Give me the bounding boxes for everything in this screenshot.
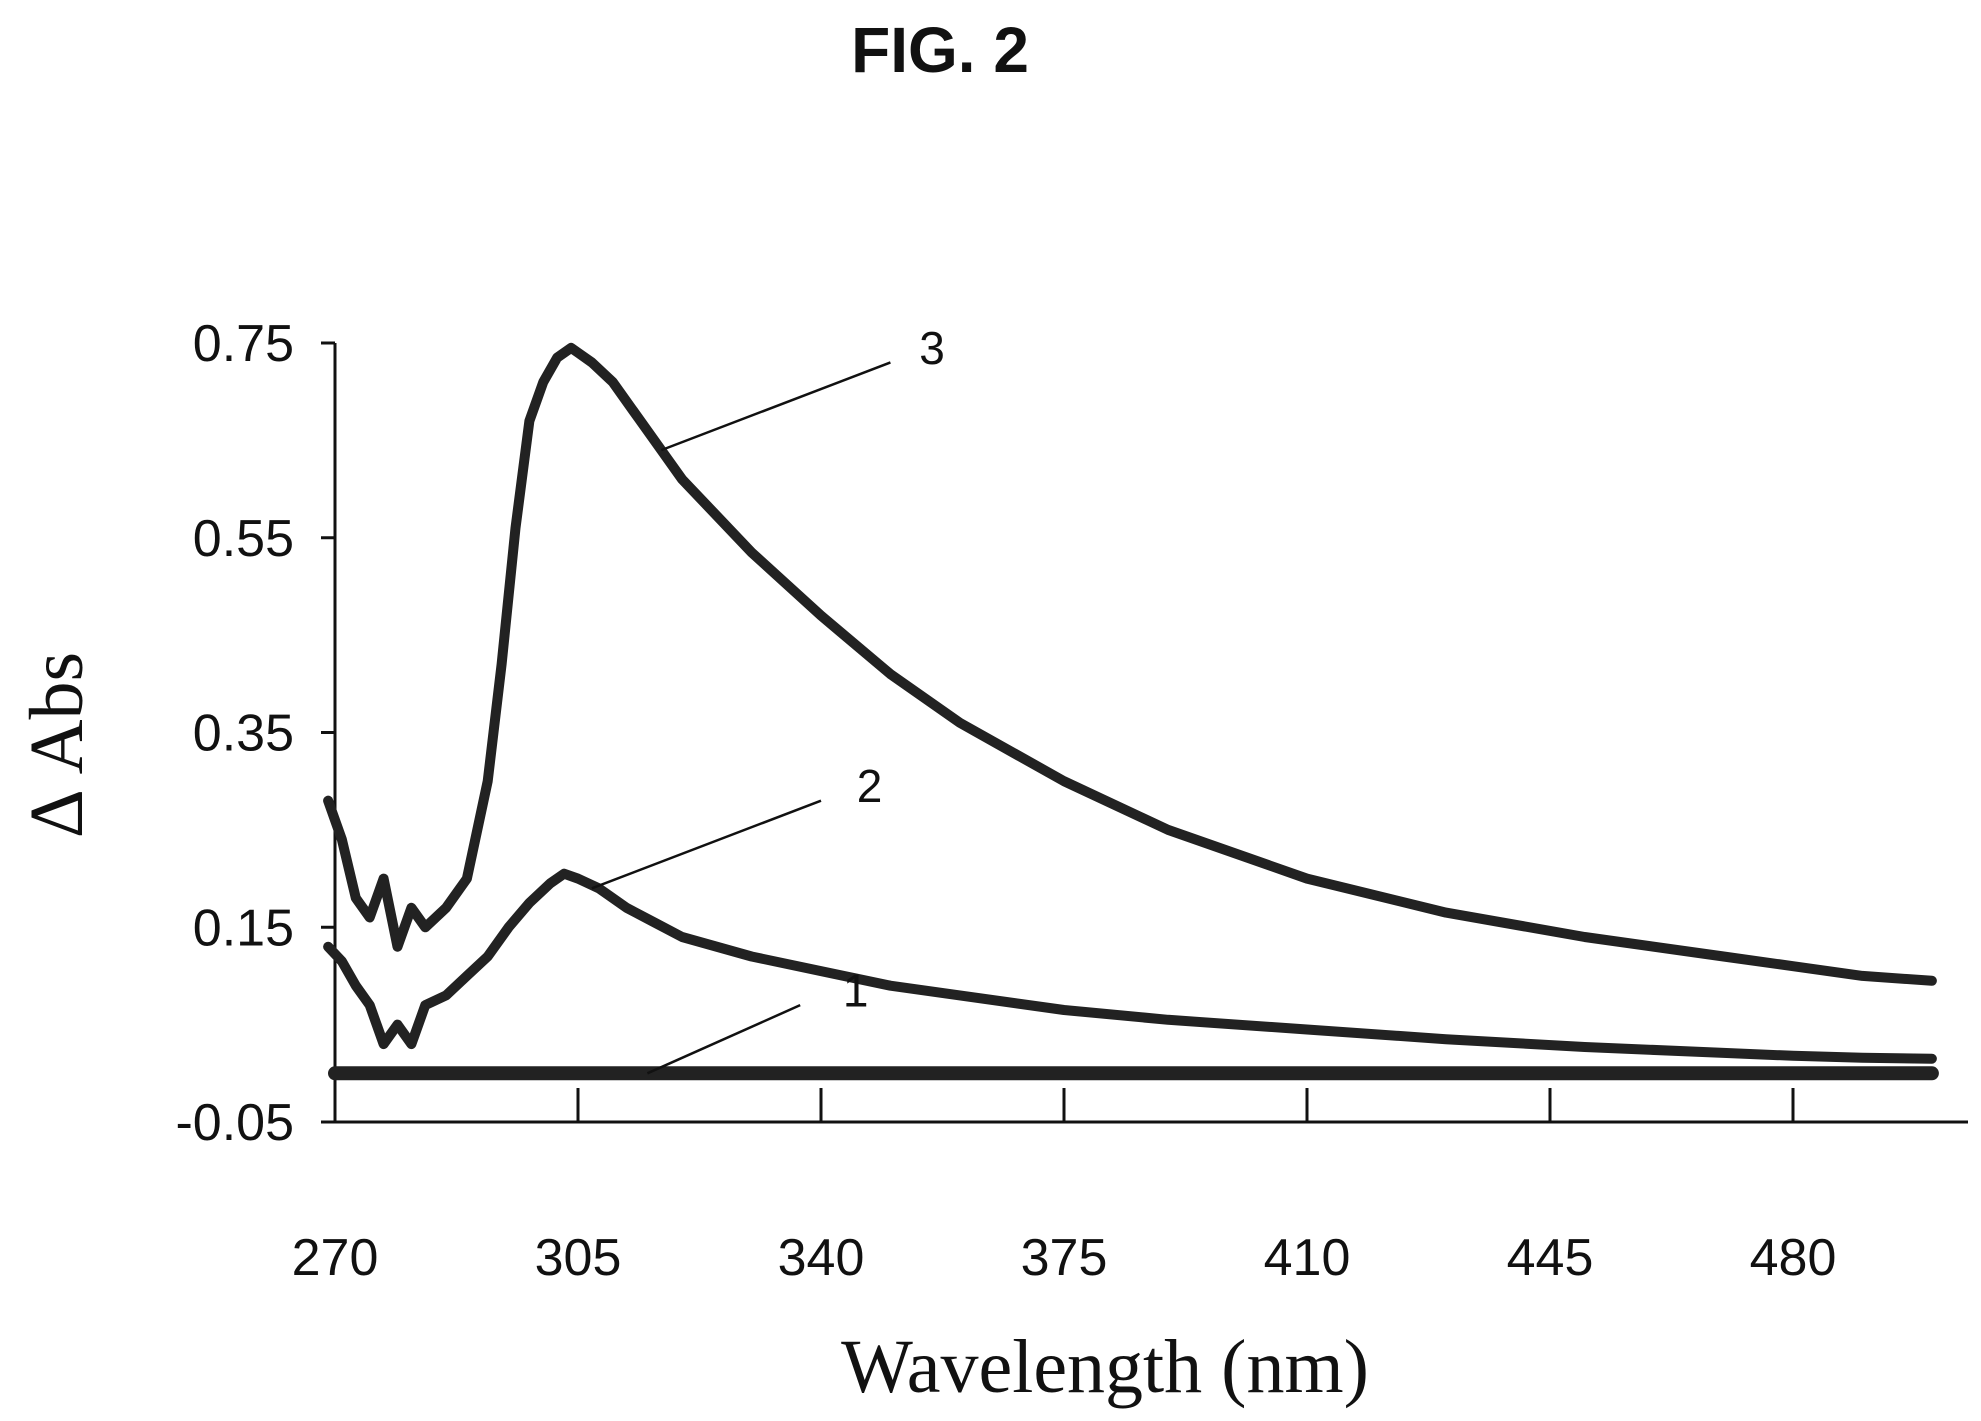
y-tick-label: 0.75 [193,315,294,373]
series-2-line [323,868,1937,1064]
series-3-leader [660,361,891,452]
x-tick-label: 305 [535,1229,622,1287]
y-tick-label: 0.55 [193,510,294,568]
series-3-label: 3 [919,322,945,374]
x-tick-label: 340 [778,1229,865,1287]
plot-area: -0.05 0.15 0.35 0.55 0.75 270 305 340 375 410 445… [175,315,1968,1287]
x-tick-label: 480 [1750,1229,1837,1287]
y-ticks: -0.05 0.15 0.35 0.55 0.75 [175,315,335,1152]
figure-label: FIG. 2 [851,14,1029,86]
y-tick-label: -0.05 [175,1094,294,1152]
x-tick-label: 410 [1264,1229,1351,1287]
x-tick-label: 270 [292,1229,379,1287]
series-2-leader [591,799,822,890]
y-axis-title: Δ Abs [15,652,99,838]
series-3-line [323,342,1937,986]
series-2-label: 2 [857,760,883,812]
x-ticks: 270 305 340 375 410 445 480 [292,1088,1837,1287]
series-layer [323,342,1939,1081]
series-1-leader [646,1004,801,1075]
y-tick-label: 0.15 [193,899,294,957]
curve-labels: 1 2 3 [591,322,945,1075]
y-tick-label: 0.35 [193,705,294,763]
x-tick-label: 375 [1021,1229,1108,1287]
x-axis-title: Wavelength (nm) [841,1325,1369,1409]
series-1-label: 1 [843,965,869,1017]
x-tick-label: 445 [1507,1229,1594,1287]
